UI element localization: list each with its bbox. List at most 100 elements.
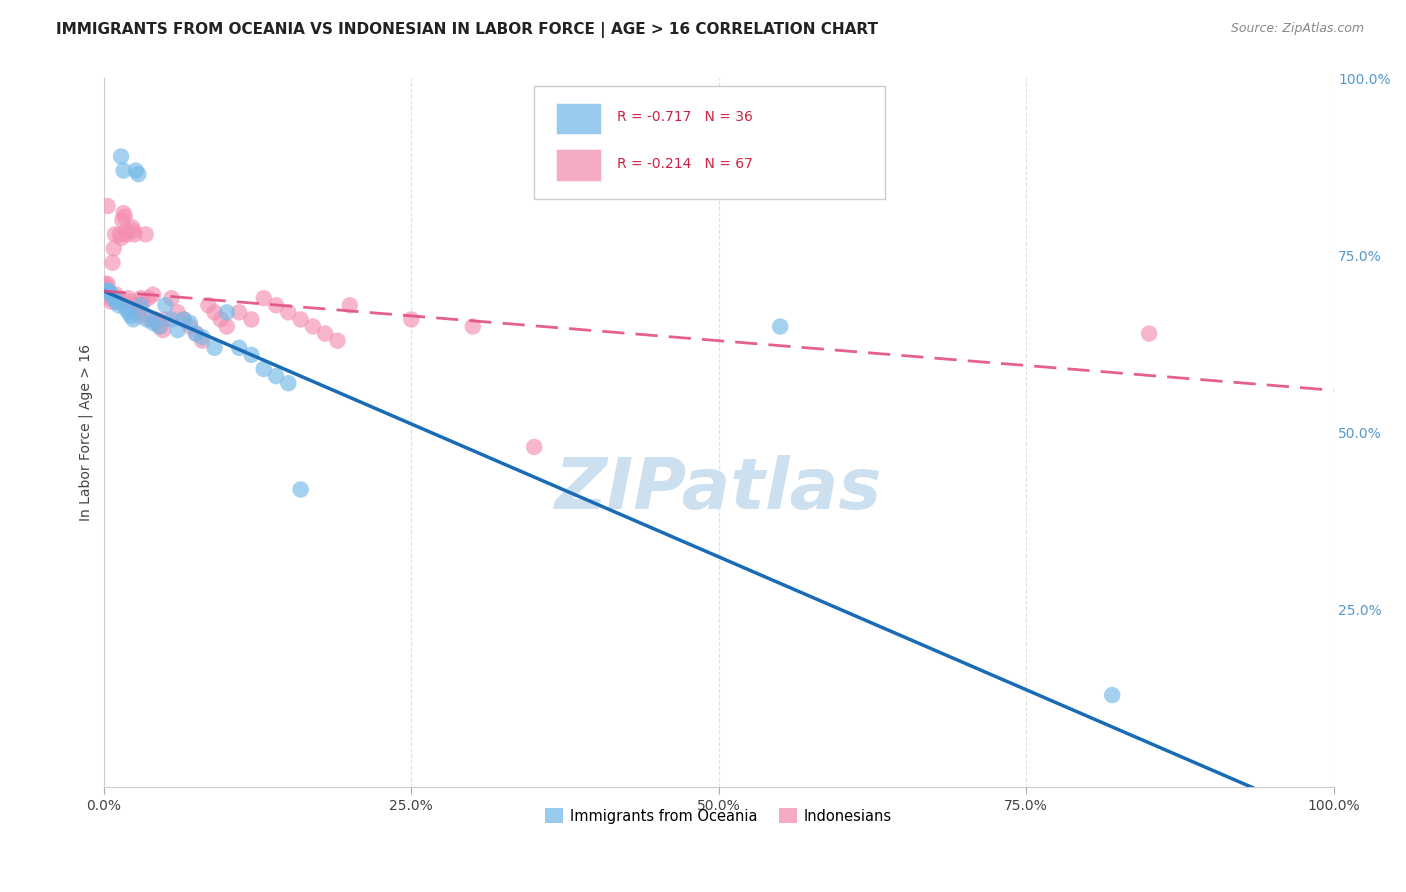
- Point: [461, 319, 484, 334]
- Point: [124, 227, 146, 242]
- Point: [98, 291, 121, 305]
- Text: ZIPatlas: ZIPatlas: [555, 455, 883, 524]
- Point: [253, 291, 276, 305]
- Point: [101, 256, 124, 270]
- Point: [142, 316, 165, 330]
- Point: [139, 312, 162, 326]
- Text: Source: ZipAtlas.com: Source: ZipAtlas.com: [1230, 22, 1364, 36]
- Point: [129, 291, 152, 305]
- Point: [184, 326, 207, 341]
- Point: [184, 326, 207, 341]
- Point: [104, 227, 127, 242]
- Point: [173, 312, 195, 326]
- FancyBboxPatch shape: [557, 149, 600, 180]
- Point: [302, 319, 325, 334]
- Point: [112, 163, 135, 178]
- Point: [97, 284, 120, 298]
- Point: [103, 242, 125, 256]
- Point: [96, 284, 118, 298]
- Point: [122, 312, 145, 326]
- Point: [173, 312, 195, 326]
- FancyBboxPatch shape: [534, 86, 884, 199]
- Point: [215, 319, 238, 334]
- Point: [264, 298, 287, 312]
- Point: [110, 149, 132, 163]
- Point: [127, 305, 149, 319]
- Point: [125, 301, 148, 316]
- Point: [115, 224, 138, 238]
- Point: [128, 309, 150, 323]
- Point: [127, 167, 149, 181]
- Text: R = -0.214   N = 67: R = -0.214 N = 67: [617, 156, 752, 170]
- Point: [204, 305, 226, 319]
- Point: [100, 287, 122, 301]
- Point: [96, 284, 118, 298]
- Legend: Immigrants from Oceania, Indonesians: Immigrants from Oceania, Indonesians: [540, 803, 898, 830]
- Point: [114, 210, 136, 224]
- Point: [135, 312, 157, 326]
- Point: [314, 326, 336, 341]
- Point: [179, 319, 201, 334]
- Point: [228, 341, 250, 355]
- Point: [401, 312, 423, 326]
- Point: [290, 483, 312, 497]
- Point: [160, 312, 183, 326]
- Point: [97, 199, 120, 213]
- Point: [523, 440, 546, 454]
- Point: [339, 298, 361, 312]
- Point: [191, 330, 214, 344]
- Point: [209, 312, 232, 326]
- Point: [149, 319, 172, 334]
- FancyBboxPatch shape: [557, 103, 600, 135]
- Point: [103, 291, 125, 305]
- Text: IMMIGRANTS FROM OCEANIA VS INDONESIAN IN LABOR FORCE | AGE > 16 CORRELATION CHAR: IMMIGRANTS FROM OCEANIA VS INDONESIAN IN…: [56, 22, 879, 38]
- Point: [215, 305, 238, 319]
- Point: [117, 291, 139, 305]
- Point: [112, 206, 135, 220]
- Point: [97, 284, 120, 298]
- Point: [97, 287, 120, 301]
- Point: [1101, 688, 1123, 702]
- Point: [117, 305, 139, 319]
- Point: [135, 227, 157, 242]
- Point: [1137, 326, 1160, 341]
- Point: [115, 301, 138, 316]
- Point: [105, 294, 128, 309]
- Point: [253, 362, 276, 376]
- Point: [94, 280, 117, 294]
- Point: [152, 323, 174, 337]
- Point: [107, 294, 129, 309]
- Point: [142, 287, 165, 301]
- Point: [155, 312, 177, 326]
- Point: [97, 277, 120, 291]
- Point: [110, 231, 132, 245]
- Point: [105, 287, 128, 301]
- Point: [160, 291, 183, 305]
- Point: [155, 298, 177, 312]
- Point: [96, 284, 118, 298]
- Point: [277, 305, 299, 319]
- Point: [145, 312, 167, 326]
- Point: [326, 334, 349, 348]
- Point: [107, 298, 129, 312]
- Point: [197, 298, 219, 312]
- Point: [136, 291, 159, 305]
- Point: [94, 277, 117, 291]
- Point: [179, 316, 201, 330]
- Point: [121, 220, 143, 235]
- Point: [107, 291, 129, 305]
- Point: [132, 294, 155, 309]
- Point: [120, 309, 142, 323]
- Point: [125, 298, 148, 312]
- Point: [148, 319, 170, 334]
- Point: [100, 294, 122, 309]
- Point: [146, 316, 169, 330]
- Point: [120, 298, 142, 312]
- Point: [228, 305, 250, 319]
- Point: [290, 312, 312, 326]
- Point: [118, 294, 141, 309]
- Point: [166, 323, 188, 337]
- Point: [108, 227, 131, 242]
- Point: [129, 298, 152, 312]
- Point: [240, 312, 263, 326]
